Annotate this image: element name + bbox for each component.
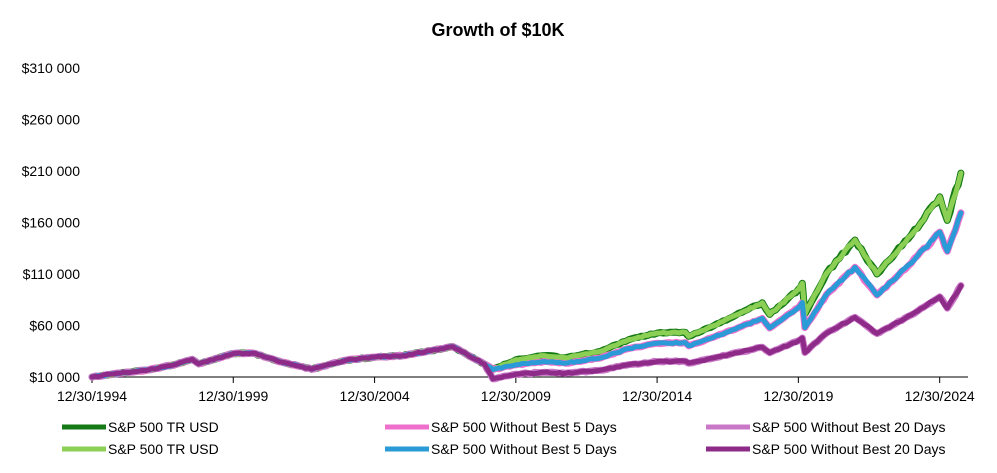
y-tick-label: $210 000 [22, 163, 81, 179]
y-tick-label: $160 000 [22, 215, 81, 231]
legend-label: S&P 500 TR USD [108, 419, 219, 435]
series-line-4 [89, 170, 964, 380]
x-tick-label: 12/30/2009 [481, 388, 551, 404]
legend-label: S&P 500 Without Best 5 Days [431, 419, 617, 435]
legend: S&P 500 TR USD S&P 500 Without Best 5 Day… [62, 419, 946, 457]
chart-title: Growth of $10K [431, 20, 564, 40]
x-tick-label: 12/30/1999 [198, 388, 268, 404]
series-line-1 [88, 169, 965, 381]
plot-area: $10 000 $60 000 $110 000 $160 000 $210 000 $2… [22, 60, 975, 404]
x-tick-label: 12/30/2004 [340, 388, 410, 404]
y-tick-label: $310 000 [22, 60, 81, 76]
x-tick-label: 12/30/1994 [57, 388, 127, 404]
y-tick-label: $60 000 [29, 318, 80, 334]
legend-label: S&P 500 TR USD [108, 441, 219, 457]
x-tick-label: 12/30/2019 [763, 388, 833, 404]
legend-label: S&P 500 Without Best 20 Days [752, 419, 946, 435]
series-line-6 [89, 283, 964, 382]
x-tick-label: 12/30/2014 [622, 388, 692, 404]
x-tick-label: 12/30/2024 [905, 388, 975, 404]
legend-label: S&P 500 Without Best 20 Days [752, 441, 946, 457]
y-tick-label: $260 000 [22, 112, 81, 128]
y-tick-label: $10 000 [29, 369, 80, 385]
y-tick-label: $110 000 [23, 266, 81, 282]
legend-label: S&P 500 Without Best 5 Days [431, 441, 617, 457]
series-line-2 [88, 209, 965, 381]
